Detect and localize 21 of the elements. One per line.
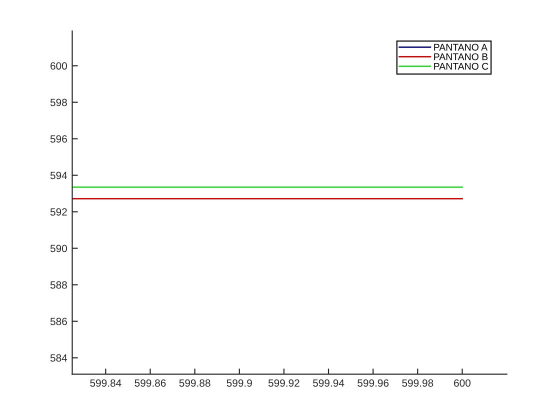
x-tick-label: 599.98 [402,379,434,387]
x-tick-label: 599.84 [90,379,122,387]
y-tick-label: 584 [50,354,68,362]
legend-label: PANTANO B [434,53,488,60]
x-tick-label: 599.92 [268,379,300,387]
y-tick-label: 594 [50,172,68,180]
x-tick-label: 599.94 [313,379,344,387]
y-tick-label: 598 [50,98,67,106]
legend-label: PANTANO A [434,44,488,51]
x-tick-label: 599.96 [358,379,389,387]
y-tick-label: 588 [50,281,67,289]
y-tick-label: 596 [50,135,67,143]
x-tick-label: 599.88 [179,379,210,387]
y-tick-label: 592 [50,208,67,216]
y-tick-label: 586 [50,318,67,326]
legend-label: PANTANO C [434,62,488,70]
x-tick-label: 600 [454,379,471,387]
y-tick-label: 600 [50,62,67,70]
y-tick-label: 590 [50,244,67,252]
x-tick-label: 599.86 [134,379,166,387]
x-tick-label: 599.9 [226,379,252,387]
